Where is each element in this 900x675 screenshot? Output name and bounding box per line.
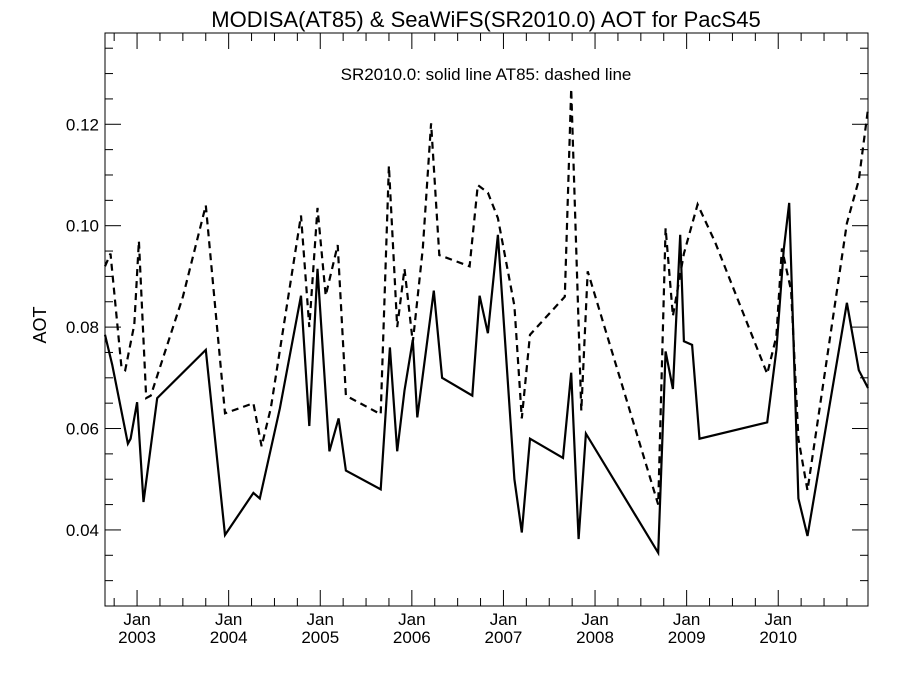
x-tick-label-month: Jan <box>765 610 792 629</box>
axes: 0.040.060.080.100.12Jan2003Jan2004Jan200… <box>66 32 869 647</box>
x-tick-label-month: Jan <box>123 610 150 629</box>
y-tick-label: 0.10 <box>66 217 99 236</box>
x-tick-label-year: 2009 <box>668 628 706 647</box>
x-tick-label-year: 2010 <box>759 628 797 647</box>
x-tick-label-year: 2004 <box>210 628 248 647</box>
plot-frame <box>104 32 869 607</box>
x-tick-label-month: Jan <box>398 610 425 629</box>
x-tick-label-month: Jan <box>307 610 334 629</box>
x-tick-label-month: Jan <box>673 610 700 629</box>
series-layer <box>103 88 870 557</box>
y-tick-label: 0.08 <box>66 318 99 337</box>
line-style-annotation: SR2010.0: solid line AT85: dashed line <box>341 65 632 84</box>
y-axis-label: AOT <box>30 306 50 343</box>
chart-title: MODISA(AT85) & SeaWiFS(SR2010.0) AOT for… <box>211 7 760 32</box>
y-tick-label: 0.06 <box>66 420 99 439</box>
x-tick-label-month: Jan <box>581 610 608 629</box>
x-tick-label-year: 2007 <box>485 628 523 647</box>
x-tick-label-year: 2005 <box>301 628 339 647</box>
x-tick-label-year: 2003 <box>118 628 156 647</box>
x-tick-label-year: 2008 <box>576 628 614 647</box>
series-line-at85 <box>103 88 870 505</box>
x-tick-label-month: Jan <box>215 610 242 629</box>
x-tick-label-month: Jan <box>490 610 517 629</box>
x-tick-label-year: 2006 <box>393 628 431 647</box>
y-tick-label: 0.12 <box>66 115 99 134</box>
y-tick-label: 0.04 <box>66 521 99 540</box>
series-line-sr2010-0 <box>103 202 869 557</box>
